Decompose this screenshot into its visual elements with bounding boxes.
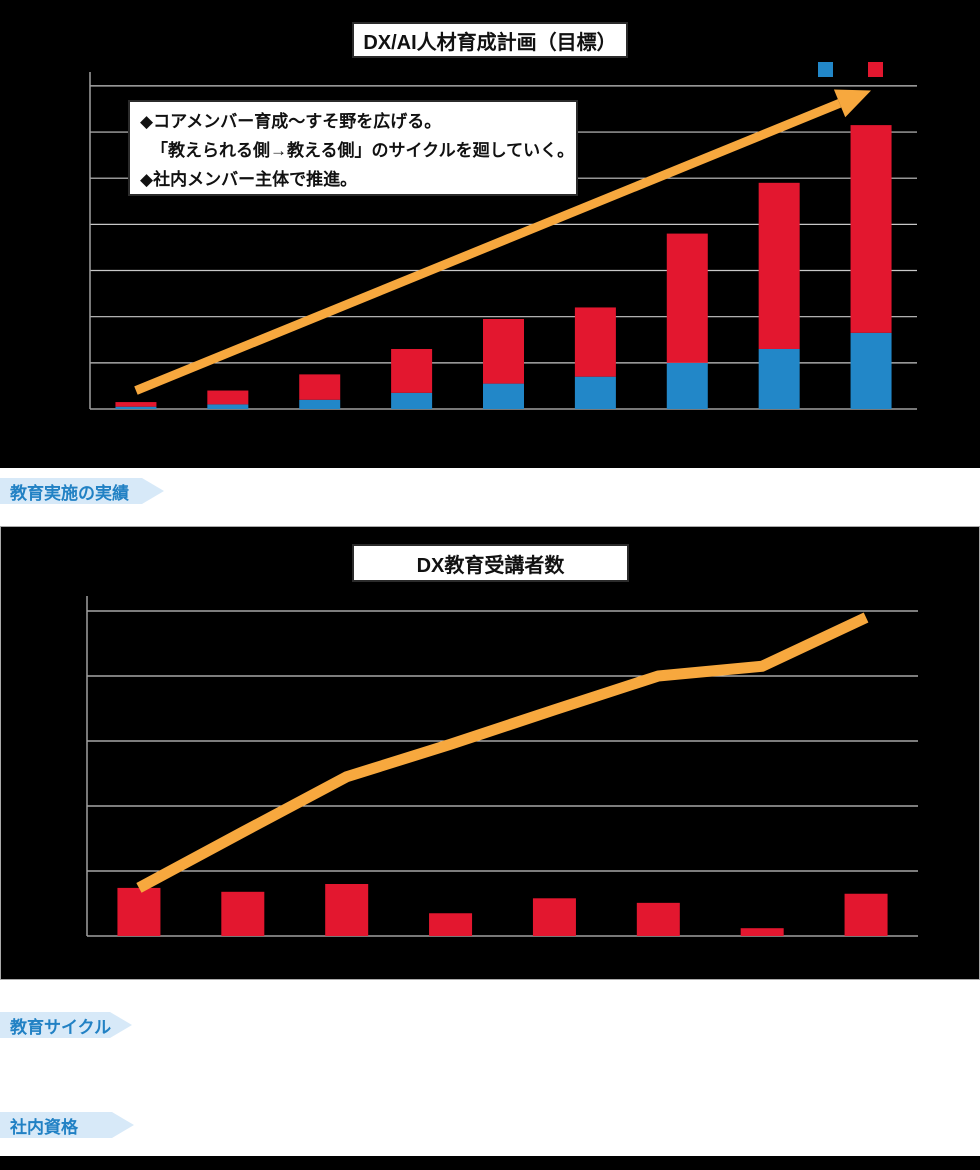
blue-bar-segment [207, 404, 249, 409]
red-bars-bar-segment [844, 893, 888, 936]
red-bars-bar-segment [221, 891, 265, 936]
legend-swatch-red [868, 62, 883, 77]
red-bars-bar-segment [117, 887, 161, 936]
chart1-title-box: DX/AI人材育成計画（目標） [352, 22, 628, 58]
red-bars-bar-segment [325, 884, 369, 936]
trend-line [136, 612, 869, 893]
red-bars-bar-segment [532, 898, 576, 936]
red-bars-bar-segment [636, 902, 680, 936]
section-banner-education-cycle: 教育サイクル [0, 1012, 132, 1038]
trend-arrow-shaft [134, 99, 842, 395]
red-bar-segment [574, 307, 616, 377]
section-banner-training-results: 教育実施の実績 [0, 478, 164, 504]
annotation-box: ◆コアメンバー育成～すそ野を広げる。 「教えられる側→教える側」のサイクルを廻し… [128, 100, 578, 196]
red-bar-segment [299, 374, 341, 400]
banner-label: 教育サイクル [10, 1017, 112, 1037]
banner-label: 社内資格 [10, 1117, 78, 1137]
red-bar-segment [666, 233, 708, 363]
red-bar-segment [758, 182, 800, 349]
red-bar-segment [207, 390, 249, 405]
footer-bar [0, 1156, 980, 1170]
chart1-title: DX/AI人材育成計画（目標） [363, 31, 617, 54]
red-bar-segment [850, 125, 892, 333]
blue-bar-segment [850, 332, 892, 409]
target-chart-panel: DX/AI人材育成計画（目標） ◆コアメンバー育成～すそ野を広げる。 「教えられ… [0, 0, 980, 468]
legend-swatch-blue [818, 62, 833, 77]
blue-bar-segment [391, 392, 433, 409]
blue-bar-segment [666, 362, 708, 409]
annotation-line-1: ◆コアメンバー育成～すそ野を広げる。 [140, 112, 442, 131]
red-bars-bar-segment [429, 913, 473, 936]
blue-bar-segment [299, 399, 341, 409]
chart2-title: DX教育受講者数 [416, 554, 565, 577]
section-banner-internal-qualification: 社内資格 [0, 1112, 134, 1138]
red-bar-segment [115, 402, 157, 407]
red-bar-segment [483, 318, 524, 384]
red-bars-bar-segment [740, 928, 784, 936]
blue-bar-segment [115, 406, 157, 409]
blue-bar-segment [574, 376, 616, 409]
annotation-line-3: ◆社内メンバー主体で推進。 [140, 170, 358, 189]
trend-arrow-head [833, 89, 872, 118]
red-bar-segment [391, 348, 433, 393]
chart1-plot [89, 72, 917, 410]
annotation-line-2: 「教えられる側→教える側」のサイクルを廻していく。 [151, 141, 575, 160]
banner-label: 教育実施の実績 [10, 483, 129, 503]
blue-bar-segment [758, 348, 800, 409]
chart2-title-box: DX教育受講者数 [352, 544, 629, 582]
chart2-plot [86, 596, 918, 937]
attendance-chart-panel: DX教育受講者数 [0, 526, 980, 980]
blue-bar-segment [483, 383, 524, 409]
